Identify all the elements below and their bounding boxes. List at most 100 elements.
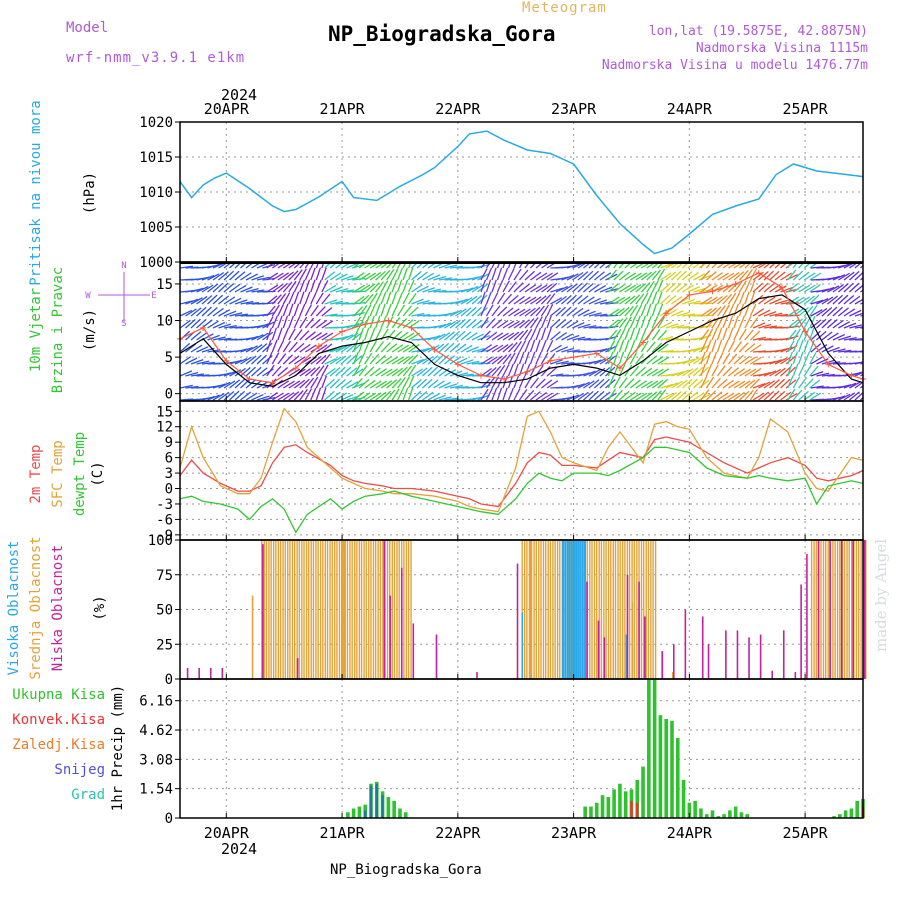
wind-barb: [438, 277, 452, 281]
wind-gust-marker: [848, 372, 855, 379]
wind-barb: [369, 327, 376, 341]
wind-barb: [491, 355, 503, 365]
wind-barb: [223, 324, 237, 329]
precip-bar-ukupna-kisa: [351, 808, 356, 818]
wind-barb: [369, 340, 378, 353]
wind-barb: [486, 331, 498, 341]
wind-barb: [750, 356, 762, 365]
wind-barb: [572, 336, 586, 341]
wind-barb: [566, 349, 580, 353]
wind-barb: [705, 339, 712, 353]
wind-barb: [422, 366, 433, 377]
wind-barb: [541, 262, 552, 269]
wind-barb: [792, 376, 801, 389]
wind-barb: [692, 366, 704, 377]
date-label-top: 25APR: [783, 100, 829, 118]
wind-barb: [843, 337, 857, 341]
wind-barb: [402, 267, 408, 281]
wind-barb: [196, 295, 208, 305]
wind-barb: [196, 306, 207, 317]
y-tick-label: 5: [165, 350, 173, 366]
wind-barb: [391, 279, 398, 293]
wind-barb: [402, 344, 415, 353]
wind-barb: [416, 391, 428, 401]
wind-barb: [577, 381, 590, 389]
y-tick-label: -6: [156, 512, 173, 528]
wind-barb: [411, 390, 422, 401]
wind-barb: [266, 295, 278, 305]
cloud-bar-niska: [800, 584, 802, 679]
wind-barb: [837, 307, 849, 317]
wind-barb: [577, 282, 588, 293]
pressure-axis-title: Pritisak na nivou mora: [28, 100, 44, 285]
wind-barb: [321, 353, 331, 365]
wind-barb: [180, 356, 192, 365]
y-tick-label: 100: [148, 533, 173, 549]
wind-barb: [624, 284, 637, 293]
wind-barb: [749, 388, 759, 401]
wind-barb: [190, 344, 203, 353]
wind-barb: [733, 292, 741, 305]
wind-barb: [535, 351, 542, 365]
cloud-bar-srednja: [822, 540, 825, 679]
wind-barb: [502, 320, 515, 329]
wind-barb: [758, 282, 769, 293]
wind-barb: [408, 375, 415, 389]
wind-barb: [524, 296, 537, 305]
wind-barb: [670, 270, 682, 281]
precip-bar-ukupna-kisa: [693, 800, 697, 818]
wind-barb: [774, 378, 786, 389]
wind-barb: [700, 389, 710, 401]
wind-barb: [700, 339, 708, 353]
wind-barb: [540, 365, 551, 377]
wind-barb: [530, 391, 541, 401]
wind-barb: [524, 318, 535, 329]
wind-barb: [375, 292, 382, 305]
wind-barb: [304, 291, 311, 305]
precip-bar-ukupna-kisa: [346, 812, 350, 818]
cloud-bar-niska: [400, 567, 403, 679]
wind-barb: [369, 380, 382, 389]
wind-barb: [293, 329, 303, 341]
wind-barb: [624, 339, 630, 353]
wind-barb: [803, 272, 816, 281]
wind-barb: [774, 299, 788, 305]
wind-barb: [676, 369, 689, 377]
wind-barb: [646, 315, 652, 329]
wind-barb: [774, 271, 786, 281]
wind-barb: [324, 378, 335, 389]
cloud-bar-srednja: [810, 540, 813, 679]
wind-barb: [480, 279, 487, 293]
wind-barb: [444, 320, 457, 329]
wind-barb: [646, 355, 658, 365]
wind-barb: [798, 351, 804, 365]
wind-barb: [340, 393, 354, 401]
cloud-bar-niska: [186, 667, 189, 679]
wind-barb: [529, 317, 539, 329]
wind-barb: [821, 345, 834, 353]
cloud-bar-niska: [198, 667, 200, 679]
wind-barb: [397, 331, 409, 341]
wind-barb: [651, 368, 664, 377]
wind-barb: [860, 289, 863, 293]
wind-barb: [629, 339, 636, 353]
wind-barb: [749, 378, 761, 389]
wind-barb: [618, 306, 630, 317]
wind-barb: [196, 286, 209, 293]
cloud-bar-srednja: [640, 540, 643, 679]
cloud-bar-srednja: [813, 540, 815, 679]
precip-legend-item: Ukupna Kisa: [12, 687, 105, 703]
wind-barb: [375, 303, 381, 317]
wind-barb: [304, 377, 315, 389]
wind-axis-subtitle: Brzina i Pravac: [50, 267, 66, 393]
wind-barb: [529, 339, 536, 353]
wind-barb: [502, 262, 506, 269]
wind-barb: [460, 331, 472, 341]
wind-barb: [550, 344, 562, 353]
wind-barb: [207, 320, 219, 329]
wind-barb: [375, 341, 384, 353]
wind-barb: [340, 334, 354, 341]
wind-barb: [535, 284, 548, 293]
wind-barb: [507, 387, 514, 401]
wind-barbs: [180, 262, 863, 401]
